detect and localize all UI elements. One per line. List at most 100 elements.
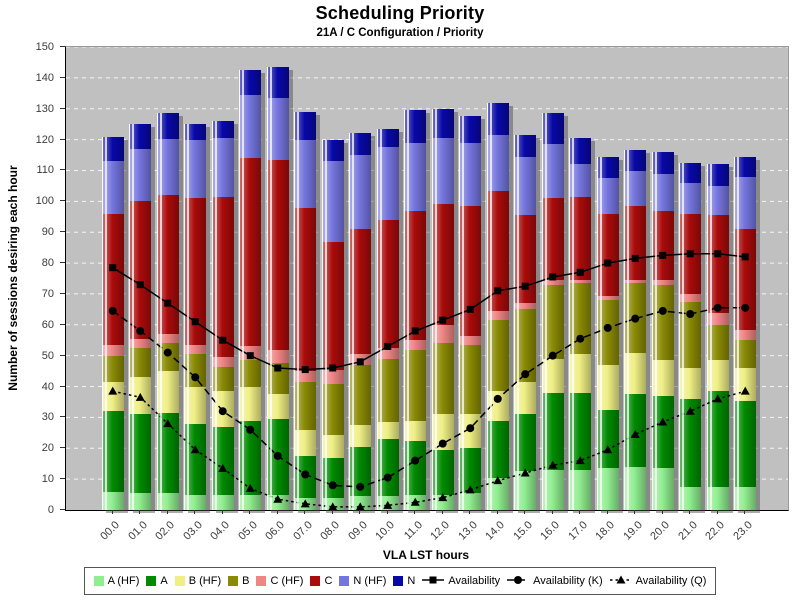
bar-segment-b (405, 349, 427, 421)
y-tick-mark (60, 447, 65, 449)
bar-segment-b (432, 343, 454, 415)
bar-segment-n (625, 150, 647, 171)
y-tick-mark (60, 354, 65, 356)
bar-segment-n (680, 162, 702, 183)
bar-segment-b (487, 320, 509, 392)
bar-segment-b (735, 340, 757, 369)
x-tick-label: 15.0 (511, 519, 535, 543)
bar-segment-c-hf- (735, 329, 757, 341)
y-axis: 0 10 20 30 40 50 60 70 80 90 100 110 120 130 140 150 (0, 41, 65, 516)
x-tick-mark (166, 510, 168, 514)
x-tick-label: 06.0 (263, 519, 288, 543)
x-tick-mark (304, 510, 306, 514)
y-tick-label: 120 (35, 133, 54, 146)
x-tick-label: 19.0 (621, 519, 645, 543)
bar-segment-n-hf- (350, 155, 372, 230)
bar-segment-b (267, 363, 289, 395)
bar-segment-c (542, 198, 564, 281)
bar-segment-a (377, 439, 399, 497)
stacked-bars (99, 47, 759, 511)
y-tick-label: 40 (41, 380, 54, 393)
y-tick-label: 30 (41, 411, 54, 424)
bar-slot-17.0 (567, 47, 595, 510)
x-tick-mark (249, 510, 251, 514)
x-tick-mark (359, 510, 361, 514)
bar-segment-a (735, 400, 757, 487)
x-axis: 00.0 01.0 02.0 03.0 04.0 05.0 06.0 07.0 08.0 09.0… (65, 510, 787, 560)
x-tick-mark (441, 510, 443, 514)
x-tick-mark (524, 510, 526, 514)
bar-stack-13.0 (459, 116, 482, 510)
bar-segment-b (652, 284, 674, 361)
bar-segment-a-hf- (185, 494, 207, 510)
x-tick-mark (716, 510, 718, 514)
bar-segment-b (597, 300, 619, 365)
bar-segment-b (707, 324, 729, 361)
bar-segment-a-hf- (542, 469, 564, 510)
bar-segment-c (240, 158, 262, 347)
bar-segment-n (157, 113, 179, 140)
bar-stack-01.0 (129, 124, 152, 510)
bar-segment-n (570, 138, 592, 165)
circle-line-icon (507, 575, 530, 588)
x-tick-mark (551, 510, 553, 514)
x-tick-mark (111, 510, 113, 514)
bar-segment-a (432, 449, 454, 495)
bar-segment-n (542, 113, 564, 145)
y-tick-mark (60, 76, 65, 78)
bar-stack-23.0 (734, 156, 757, 511)
bar-segment-b-hf- (102, 381, 124, 412)
bar-segment-n-hf- (515, 156, 537, 216)
y-tick-mark (60, 416, 65, 418)
bar-segment-a-hf- (597, 468, 619, 510)
x-tick-label: 01.0 (126, 519, 150, 543)
bar-segment-n (295, 111, 317, 140)
legend-label: A (160, 575, 168, 587)
bar-segment-a (460, 448, 482, 493)
x-tick-label: 17.0 (566, 519, 590, 543)
bar-segment-b-hf- (212, 391, 234, 427)
bar-segment-n (460, 116, 482, 143)
bar-segment-a-hf- (625, 466, 647, 510)
y-tick-label: 60 (41, 318, 54, 331)
bar-slot-03.0 (182, 47, 210, 510)
y-tick-label: 20 (41, 442, 54, 455)
legend-item-n: N (393, 575, 415, 587)
bar-segment-n (322, 139, 344, 162)
bar-segment-b-hf- (652, 360, 674, 396)
bar-slot-00.0 (99, 47, 127, 511)
legend-item-a: A (146, 575, 168, 587)
bar-segment-c-hf- (295, 371, 317, 383)
legend-label: Availability (K) (533, 575, 603, 587)
bar-segment-b-hf- (735, 368, 757, 401)
bar-segment-c (597, 213, 619, 296)
bar-segment-a (130, 414, 152, 493)
bar-segment-c-hf- (102, 344, 124, 356)
legend: A (HF) A B (HF) B C (HF) C N (HF) N Availability… (83, 567, 717, 595)
bar-segment-b (240, 360, 262, 387)
bar-segment-c-hf- (212, 357, 234, 367)
bar-stack-18.0 (596, 156, 619, 511)
bar-segment-c (267, 159, 289, 350)
y-tick-mark (60, 200, 65, 202)
bar-segment-b-hf- (487, 391, 509, 421)
bar-segment-c (460, 205, 482, 336)
bar-segment-a-hf- (405, 494, 427, 510)
bar-stack-03.0 (184, 124, 207, 510)
legend-swatch-icon (146, 576, 157, 586)
legend-label: A (HF) (107, 575, 140, 587)
bar-stack-06.0 (266, 67, 289, 510)
bar-segment-b (515, 309, 537, 382)
y-tick-label: 150 (35, 41, 54, 53)
bar-segment-b-hf- (515, 381, 537, 415)
x-tick-mark (606, 510, 608, 514)
bar-segment-a-hf- (570, 469, 592, 510)
x-tick-label: 08.0 (318, 519, 343, 543)
bar-slot-14.0 (484, 47, 512, 511)
bar-segment-n (350, 133, 372, 156)
bar-segment-a-hf- (350, 496, 372, 510)
triangle-line-icon (609, 575, 632, 588)
bar-segment-a (295, 456, 317, 498)
plot-area (65, 46, 789, 511)
bar-segment-b-hf- (570, 354, 592, 393)
